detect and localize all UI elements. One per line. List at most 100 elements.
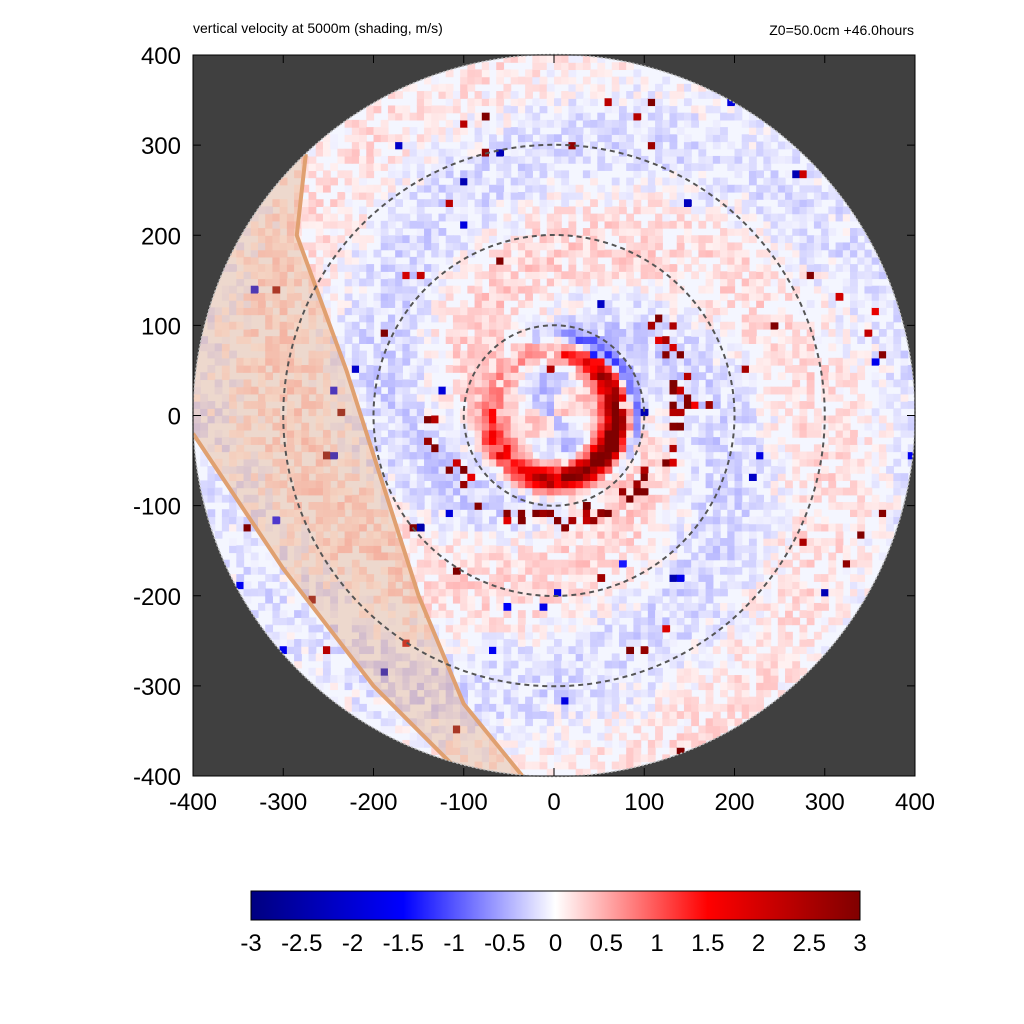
field-cell xyxy=(698,393,707,402)
field-cell xyxy=(756,357,764,366)
field-cell xyxy=(409,285,418,294)
field-cell xyxy=(510,199,519,208)
field-cell xyxy=(640,732,649,741)
field-cell xyxy=(597,228,606,236)
field-cell xyxy=(792,653,801,662)
field-cell xyxy=(662,718,671,727)
field-cell xyxy=(366,235,375,244)
field-cell xyxy=(777,177,786,186)
field-cell xyxy=(272,487,281,496)
field-cell xyxy=(474,206,483,215)
field-cell xyxy=(655,105,663,114)
field-cell xyxy=(214,321,223,330)
field-cell xyxy=(604,480,613,489)
field-cell xyxy=(806,538,815,546)
field-cell xyxy=(380,538,389,546)
field-cell xyxy=(763,682,772,691)
field-cell xyxy=(575,271,584,280)
field-cell xyxy=(683,725,692,734)
field-cell xyxy=(590,574,598,582)
field-cell xyxy=(611,703,620,712)
field-cell xyxy=(351,675,360,683)
field-cell xyxy=(294,336,302,344)
field-cell xyxy=(359,660,367,669)
field-cell xyxy=(409,494,418,503)
field-cell xyxy=(691,566,699,575)
field-cell xyxy=(474,372,483,381)
field-cell xyxy=(712,494,721,503)
field-cell xyxy=(438,675,447,683)
field-cell xyxy=(221,343,230,352)
field-cell xyxy=(568,220,577,229)
field-cell xyxy=(344,696,353,705)
field-cell xyxy=(489,739,497,748)
field-cell xyxy=(669,639,678,647)
field-cell xyxy=(655,444,663,453)
field-cell xyxy=(236,422,245,431)
field-cell xyxy=(474,91,483,99)
field-cell xyxy=(582,653,591,662)
field-cell xyxy=(568,667,577,676)
field-cell xyxy=(669,177,678,186)
field-cell xyxy=(777,516,786,525)
field-cell xyxy=(351,711,360,719)
field-cell xyxy=(799,191,808,200)
field-cell xyxy=(785,220,793,229)
field-cell xyxy=(322,494,331,503)
field-cell xyxy=(611,336,620,344)
field-cell xyxy=(590,552,598,561)
field-cell xyxy=(438,401,447,409)
field-cell xyxy=(748,408,757,417)
field-cell xyxy=(424,177,432,186)
field-cell xyxy=(561,761,570,770)
field-cell xyxy=(727,393,736,402)
field-cell xyxy=(756,393,764,402)
field-cell xyxy=(474,379,483,388)
field-cell xyxy=(322,631,331,640)
field-cell xyxy=(792,451,801,460)
field-cell xyxy=(676,696,685,705)
field-cell xyxy=(597,480,606,489)
field-cell xyxy=(214,314,223,323)
field-cell xyxy=(691,696,699,705)
field-cell xyxy=(337,581,346,590)
field-cell xyxy=(626,184,635,193)
field-cell xyxy=(366,465,375,474)
field-cell xyxy=(431,401,440,409)
field-cell xyxy=(416,278,425,287)
field-cell xyxy=(597,191,606,200)
field-cell xyxy=(474,76,483,85)
field-cell xyxy=(315,581,324,590)
field-cell xyxy=(424,422,432,431)
field-cell xyxy=(452,350,461,359)
field-cell xyxy=(633,393,642,402)
field-cell xyxy=(763,141,772,150)
field-cell xyxy=(467,191,476,200)
field-cell xyxy=(330,516,338,525)
field-cell xyxy=(683,581,692,590)
field-cell xyxy=(792,444,801,453)
field-cell xyxy=(532,112,541,121)
field-cell xyxy=(315,235,324,244)
field-cell xyxy=(489,271,497,280)
field-cell xyxy=(250,437,259,445)
field-cell xyxy=(727,617,736,626)
field-cell xyxy=(691,163,699,171)
field-cell xyxy=(525,386,533,395)
field-cell xyxy=(489,646,497,655)
field-cell xyxy=(698,660,707,669)
field-cell xyxy=(662,163,671,171)
field-cell xyxy=(539,62,548,71)
field-cell xyxy=(460,725,468,734)
field-cell xyxy=(380,292,389,301)
field-cell xyxy=(727,220,736,229)
field-cell xyxy=(467,393,476,402)
field-cell xyxy=(734,675,743,683)
field-cell xyxy=(554,487,562,496)
field-cell xyxy=(503,675,512,683)
field-cell xyxy=(720,444,728,453)
field-cell xyxy=(503,718,512,727)
field-cell xyxy=(431,220,440,229)
field-cell xyxy=(618,365,627,373)
field-cell xyxy=(517,451,526,460)
